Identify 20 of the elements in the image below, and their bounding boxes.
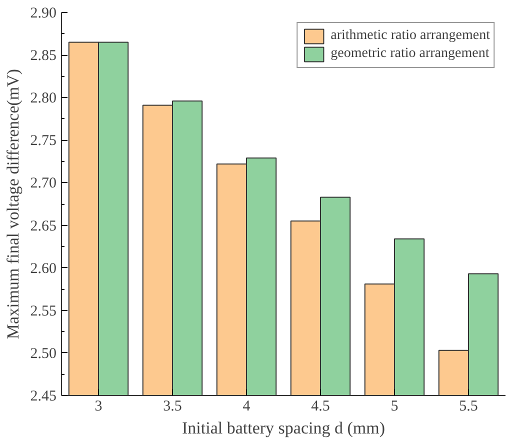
y-tick-label: 2.85: [30, 48, 56, 64]
x-tick-label: 5: [390, 398, 398, 414]
y-tick-label: 2.70: [30, 176, 56, 192]
y-tick-label: 2.50: [30, 346, 56, 362]
x-tick-label: 5.5: [459, 398, 478, 414]
y-tick-label: 2.65: [30, 218, 56, 234]
x-tick-label: 4: [242, 398, 251, 414]
legend-label: geometric ratio arrangement: [330, 45, 490, 63]
y-tick-label: 2.75: [30, 133, 56, 150]
y-tick-label: 2.80: [30, 90, 56, 107]
y-tick-label: 2.45: [30, 388, 56, 404]
y-tick-label: 2.60: [30, 260, 56, 277]
legend-label: arithmetic ratio arrangement: [330, 27, 490, 45]
y-axis-title: Maximum final voltage difference(mV): [3, 68, 22, 340]
y-tick-label: 2.90: [30, 6, 56, 22]
y-tick-label: 2.55: [30, 303, 56, 320]
x-tick-label: 4.5: [311, 398, 330, 414]
x-axis-title: Initial battery spacing d (mm): [182, 418, 385, 438]
x-tick-label: 3.5: [163, 398, 182, 414]
x-tick-label: 3: [94, 398, 102, 414]
